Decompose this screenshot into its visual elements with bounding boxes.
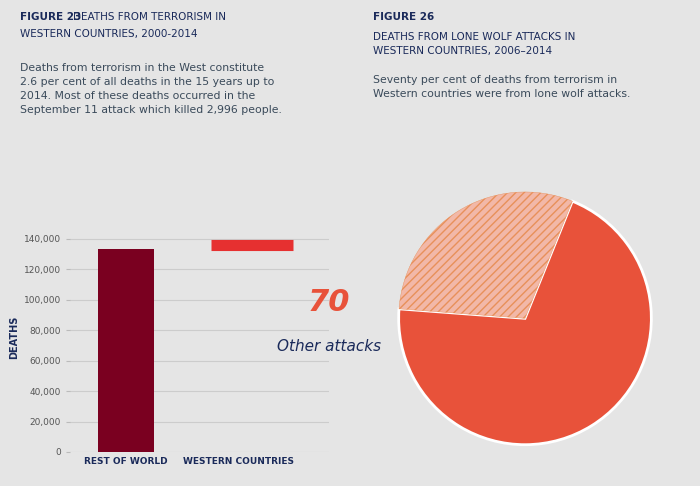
Text: Seventy per cent of deaths from terrorism in
Western countries were from lone wo: Seventy per cent of deaths from terroris… bbox=[372, 75, 630, 99]
Wedge shape bbox=[399, 192, 573, 318]
Text: FIGURE 26: FIGURE 26 bbox=[372, 12, 434, 22]
Y-axis label: DEATHS: DEATHS bbox=[10, 316, 20, 360]
Wedge shape bbox=[398, 201, 652, 445]
Text: FIGURE 23: FIGURE 23 bbox=[20, 12, 82, 22]
Bar bbox=[98, 249, 155, 452]
Text: 164: 164 bbox=[386, 485, 461, 486]
Text: Other attacks: Other attacks bbox=[277, 339, 382, 354]
Text: Deaths from terrorism in the West constitute
2.6 per cent of all deaths in the 1: Deaths from terrorism in the West consti… bbox=[20, 63, 282, 115]
Text: 70: 70 bbox=[308, 288, 351, 317]
Text: WESTERN COUNTRIES, 2000-2014: WESTERN COUNTRIES, 2000-2014 bbox=[20, 29, 198, 39]
Text: DEATHS FROM TERRORISM IN: DEATHS FROM TERRORISM IN bbox=[73, 12, 226, 22]
Text: DEATHS FROM LONE WOLF ATTACKS IN
WESTERN COUNTRIES, 2006–2014: DEATHS FROM LONE WOLF ATTACKS IN WESTERN… bbox=[372, 32, 575, 55]
